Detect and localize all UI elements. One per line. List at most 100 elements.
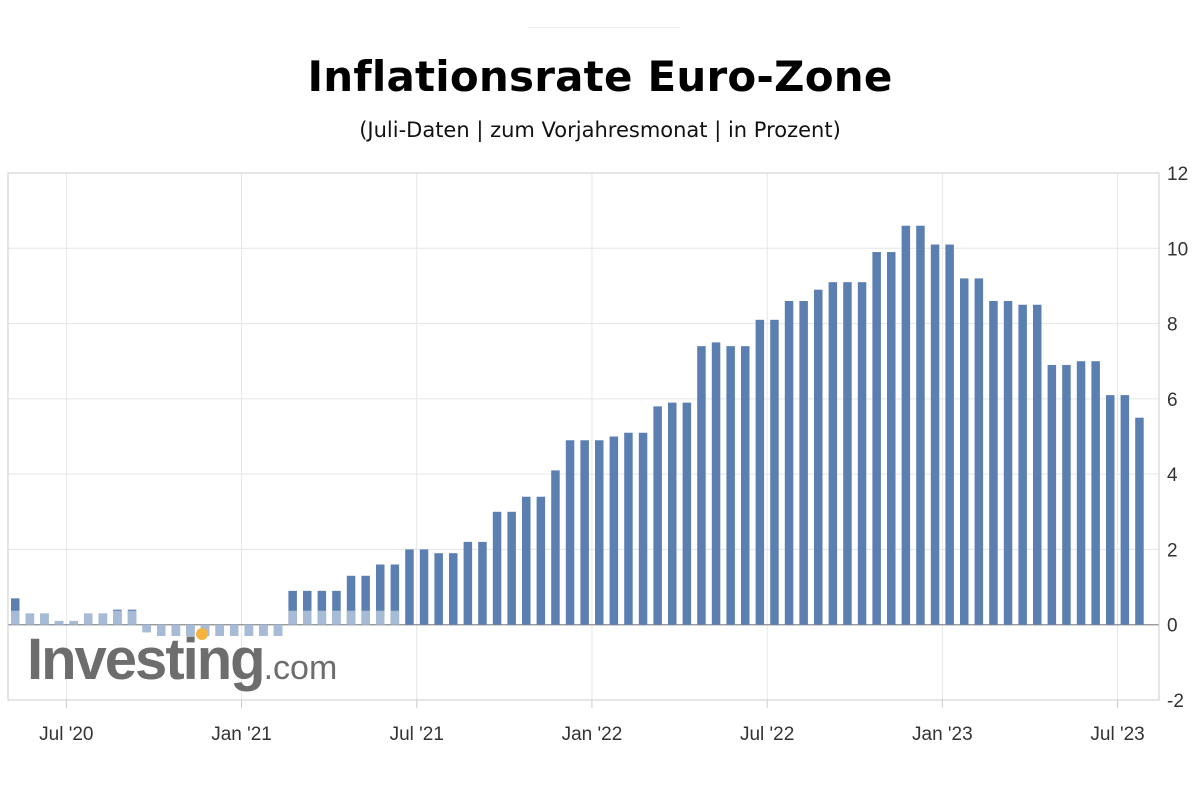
bar: [449, 553, 458, 625]
bar: [828, 282, 838, 625]
bar: [434, 553, 443, 625]
plot-frame: [7, 172, 1160, 701]
x-tick-label: Jan '21: [211, 724, 272, 745]
bar-faded-part: [171, 624, 181, 637]
bar: [741, 346, 750, 625]
bar: [1018, 304, 1027, 625]
bar: [595, 440, 604, 625]
x-tick-label: Jul '22: [740, 724, 794, 745]
bar: [755, 319, 765, 625]
bar: [1106, 395, 1115, 625]
bar-faded-part: [332, 610, 341, 625]
bar: [945, 244, 954, 625]
bar: [697, 346, 706, 625]
bar: [390, 564, 400, 625]
bar: [551, 470, 560, 625]
bar: [288, 590, 297, 625]
bar: [1135, 417, 1144, 625]
bar-faded-part: [69, 620, 78, 625]
bar: [1076, 361, 1086, 625]
bar: [653, 406, 662, 625]
bar: [872, 252, 881, 625]
bar: [419, 549, 429, 625]
bar-faded-part: [361, 610, 370, 625]
bar: [492, 511, 502, 625]
y-tick-label: 0: [1167, 616, 1178, 637]
bar-faded-part: [142, 624, 151, 633]
investing-logo: Investing.com: [27, 626, 338, 692]
bar-faded-part: [98, 613, 108, 625]
bar: [843, 282, 852, 625]
bar-faded-part: [113, 610, 122, 625]
bar: [580, 440, 589, 625]
x-tick-label: Jul '21: [390, 724, 444, 745]
bar-faded-part: [390, 610, 400, 625]
chart-subtitle: (Juli-Daten | zum Vorjahresmonat | in Pr…: [359, 118, 841, 142]
bar: [405, 549, 414, 625]
bar: [1120, 395, 1130, 625]
y-tick-label: 8: [1167, 315, 1178, 336]
bar: [916, 225, 925, 625]
bar-faded-part: [54, 620, 64, 625]
bar: [463, 541, 473, 625]
bar: [376, 564, 385, 625]
bar: [770, 319, 779, 625]
bar-faded-part: [346, 610, 356, 625]
bar: [887, 252, 896, 625]
bar: [960, 278, 969, 625]
y-tick-label: 12: [1167, 164, 1188, 185]
bar: [1091, 361, 1100, 625]
bar: [303, 590, 312, 625]
bar: [857, 282, 867, 625]
y-tick-label: 2: [1167, 540, 1178, 561]
logo-dot: [196, 628, 208, 640]
bar: [624, 432, 633, 625]
top-divider: [528, 27, 680, 28]
bar: [814, 289, 823, 625]
bar: [609, 436, 619, 625]
bars: [11, 225, 1144, 637]
logo-wordmark: Investing: [27, 627, 266, 692]
bar-faded-part: [259, 624, 268, 637]
bar-faded-part: [317, 610, 327, 625]
bar: [901, 225, 911, 625]
bar-faded-part: [127, 610, 137, 625]
bar: [726, 346, 735, 625]
bar-faded-part: [288, 610, 297, 625]
bar: [930, 244, 940, 625]
x-tick-label: Jan '23: [912, 724, 973, 745]
bar: [332, 590, 341, 625]
bar: [682, 402, 692, 625]
x-tick-label: Jul '20: [39, 724, 93, 745]
bar: [565, 440, 575, 625]
bar: [507, 511, 516, 625]
logo-domain: .com: [263, 649, 338, 687]
bar: [711, 342, 721, 625]
y-tick-label: 6: [1167, 390, 1178, 411]
y-tick-label: 10: [1167, 239, 1188, 260]
y-tick-label: -2: [1167, 691, 1184, 712]
bar-faded-part: [244, 624, 254, 637]
y-tick-label: 4: [1167, 465, 1178, 486]
x-tick-label: Jan '22: [562, 724, 623, 745]
bar: [1033, 304, 1042, 625]
bar: [1047, 364, 1057, 625]
bar-faded-part: [40, 613, 49, 625]
bar: [478, 541, 487, 625]
bar-faded-part: [376, 610, 385, 625]
bar-faded-part: [303, 610, 312, 625]
bar: [668, 402, 677, 625]
x-axis-ticks: Jul '20 Jan '21 Jul '21 Jan '22 Jul '22 Jan '…: [39, 724, 1145, 745]
bar: [974, 278, 984, 625]
bar: [638, 432, 648, 625]
bar: [784, 300, 794, 625]
bar: [361, 575, 370, 625]
bar-faded-part: [84, 613, 93, 625]
bar: [799, 300, 808, 625]
bar: [317, 590, 327, 625]
bar-faded-part: [215, 624, 224, 637]
bar-faded-part: [157, 624, 166, 637]
bar: [989, 300, 998, 625]
bar-faded-part: [230, 624, 239, 637]
